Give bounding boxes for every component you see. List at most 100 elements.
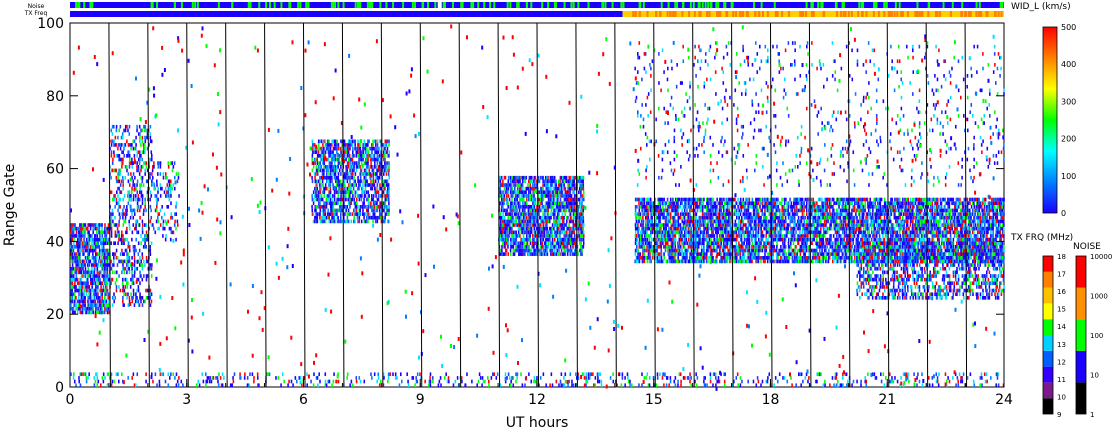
echo-cell <box>535 208 538 213</box>
echo-cell <box>156 205 158 209</box>
echo-cell <box>75 285 77 289</box>
echo-cell <box>347 190 350 195</box>
echo-cell <box>337 183 339 187</box>
echo-cell <box>673 248 676 253</box>
echo-cell <box>690 226 693 231</box>
echo-cell <box>88 252 91 256</box>
echo-cell <box>723 205 726 209</box>
echo-cell <box>669 256 672 260</box>
echo-cell <box>325 205 328 209</box>
echo-cell <box>531 241 534 246</box>
echo-cell <box>507 226 510 231</box>
echo-cell <box>357 179 359 184</box>
echo-cell <box>105 241 107 246</box>
echo-cell <box>576 201 579 206</box>
echo-cell <box>168 186 171 191</box>
echo-cell <box>388 154 390 158</box>
echo-cell <box>319 219 322 224</box>
noise-bar-speckle <box>273 2 276 8</box>
echo-cell <box>356 212 358 216</box>
noise-bar-speckle <box>299 2 302 8</box>
echo-cell <box>70 288 73 293</box>
txfreq-bar-speckle <box>672 11 675 17</box>
echo-cell <box>667 208 669 213</box>
txfreq-bar-speckle <box>842 11 845 17</box>
echo-cell <box>358 183 360 187</box>
echo-cell <box>341 197 343 202</box>
echo-cell <box>671 256 673 260</box>
echo-cell <box>710 237 712 242</box>
echo-cell <box>92 252 94 256</box>
echo-cell <box>563 241 565 246</box>
echo-cell <box>659 197 661 202</box>
noise-bar-speckle <box>506 2 509 8</box>
echo-cell <box>651 230 654 235</box>
echo-cell <box>499 212 502 216</box>
echo-cell <box>563 234 566 238</box>
echo-cell <box>101 296 103 300</box>
echo-cell <box>138 132 140 136</box>
echo-cell <box>681 208 683 213</box>
echo-cell <box>730 237 733 242</box>
echo-cell <box>698 197 700 202</box>
echo-cell <box>519 201 521 206</box>
echo-cell <box>556 230 559 235</box>
echo-cell <box>700 223 703 227</box>
echo-cell <box>326 194 328 198</box>
echo-cell <box>349 212 351 216</box>
echo-cell <box>331 175 333 180</box>
echo-cell <box>128 219 130 224</box>
echo-cell <box>539 215 542 220</box>
echo-cell <box>314 208 316 213</box>
echo-cell <box>557 252 559 256</box>
echo-cell <box>536 230 538 235</box>
echo-cell <box>546 175 548 180</box>
echo-cell <box>96 226 98 231</box>
echo-cell <box>715 212 717 216</box>
echo-cell <box>345 157 347 162</box>
echo-cell <box>699 230 702 235</box>
echo-cell <box>77 303 80 307</box>
echo-cell <box>659 259 661 264</box>
echo-cell <box>715 219 717 224</box>
echo-cell <box>511 245 513 249</box>
echo-cell <box>144 263 146 267</box>
echo-cell <box>532 194 534 198</box>
echo-cell <box>725 234 727 238</box>
echo-cell <box>556 201 559 206</box>
echo-cell <box>691 256 693 260</box>
echo-cell <box>380 139 383 144</box>
echo-cell <box>149 292 152 297</box>
echo-cell <box>363 168 366 173</box>
echo-cell <box>76 256 79 260</box>
echo-cell <box>345 165 347 169</box>
echo-cell <box>311 146 313 151</box>
echo-cell <box>332 215 334 220</box>
echo-cell <box>133 256 136 260</box>
echo-cell <box>351 143 354 147</box>
echo-cell <box>644 219 647 224</box>
echo-cell <box>505 241 508 246</box>
echo-cell <box>145 128 147 133</box>
echo-cell <box>579 186 581 191</box>
echo-cell <box>365 168 368 173</box>
echo-cell <box>124 248 127 253</box>
echo-cell <box>702 219 704 224</box>
echo-cell <box>680 237 682 242</box>
echo-cell <box>541 215 543 220</box>
echo-cell <box>363 179 365 184</box>
echo-cell <box>157 212 160 216</box>
echo-cell <box>556 223 559 227</box>
echo-cell <box>670 237 673 242</box>
echo-cell <box>350 175 353 180</box>
echo-cell <box>557 252 560 256</box>
echo-cell <box>662 201 664 206</box>
echo-cell <box>708 226 711 231</box>
echo-cell <box>315 208 317 213</box>
echo-cell <box>82 266 84 271</box>
echo-cell <box>129 285 132 289</box>
echo-cell <box>83 226 85 231</box>
echo-cell <box>367 205 369 209</box>
echo-cell <box>574 223 577 227</box>
echo-cell <box>116 172 119 176</box>
